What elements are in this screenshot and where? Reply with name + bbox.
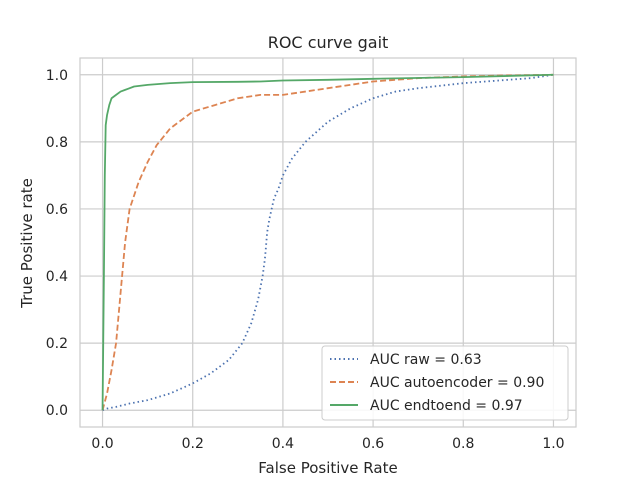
y-tick-label: 0.0	[46, 403, 68, 419]
legend-label-endtoend: AUC endtoend = 0.97	[370, 398, 523, 414]
x-tick-label: 0.2	[182, 436, 204, 452]
y-tick-label: 0.6	[46, 202, 68, 218]
y-tick-label: 0.8	[46, 135, 68, 151]
legend-box	[321, 345, 569, 421]
legend-label-raw: AUC raw = 0.63	[370, 352, 482, 368]
y-tick-label: 1.0	[46, 68, 68, 84]
series-line-2	[101, 73, 554, 411]
x-tick-label: 0.6	[362, 436, 384, 452]
x-tick-label: 0.4	[272, 436, 294, 452]
series-line-1	[101, 73, 554, 411]
series-line-0	[102, 73, 554, 412]
x-tick-label: 0.8	[452, 436, 474, 452]
y-tick-label: 0.4	[46, 269, 68, 285]
x-tick-label: 1.0	[542, 436, 564, 452]
tick-labels: 0.0 0.2 0.4 0.6 0.8 1.0 0.0 0.2 0.4 0.6 0.8 1.0	[46, 68, 565, 452]
x-axis-label: False Positive Rate	[258, 459, 397, 477]
legend-label-autoencoder: AUC autoencoder = 0.90	[370, 375, 544, 391]
y-axis-label: True Positive rate	[18, 178, 36, 309]
x-tick-label: 0.0	[91, 436, 113, 452]
legend: AUC raw = 0.63 AUC autoencoder = 0.90 AU…	[321, 345, 569, 421]
plot-lines	[101, 73, 554, 412]
plot-frame	[79, 57, 577, 428]
grid	[80, 58, 576, 427]
y-tick-label: 0.2	[46, 336, 68, 352]
chart-title: ROC curve gait	[268, 33, 389, 52]
